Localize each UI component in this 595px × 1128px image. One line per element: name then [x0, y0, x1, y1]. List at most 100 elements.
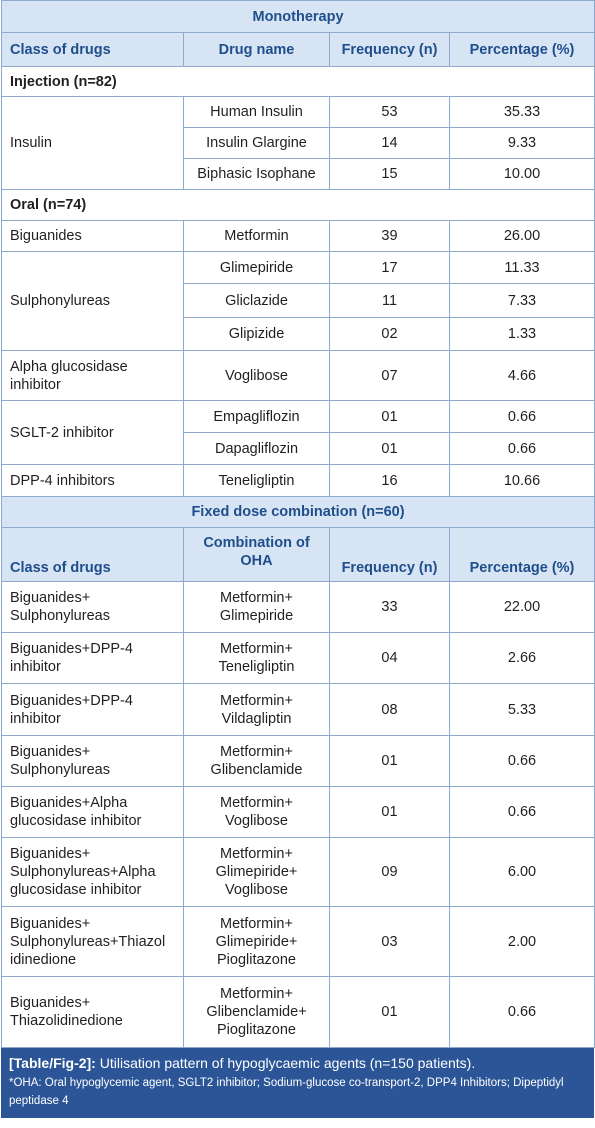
frequency-cell: 11: [329, 283, 450, 318]
class-line: idinedione: [10, 951, 77, 968]
class-line: Biguanides+DPP-4: [10, 692, 133, 709]
col-header-percentage: Percentage (%): [448, 527, 595, 582]
frequency-cell: 01: [329, 432, 450, 465]
col-header-frequency: Frequency (n): [329, 32, 450, 67]
table-row: Biphasic Isophane 15 10.00: [2, 158, 595, 190]
drug-cell: Human Insulin: [183, 96, 330, 128]
frequency-cell: 53: [329, 96, 450, 128]
class-cell: Insulin: [1, 96, 184, 190]
frequency-cell: 14: [329, 127, 450, 159]
percentage-cell: 6.00: [448, 837, 595, 907]
combination-line: Glimepiride+: [215, 864, 298, 880]
combination-line: Pioglitazone: [217, 951, 296, 968]
col-header-combination: Combination of OHA: [183, 527, 330, 582]
table-row: SGLT-2 inhibitor Empagliflozin 01 0.66: [1, 400, 595, 465]
table-row: Biguanides+ Sulphonylureas+Thiazol idinedi…: [1, 906, 595, 977]
percentage-cell: 0.66: [448, 976, 595, 1048]
class-line: Sulphonylureas: [10, 762, 110, 778]
percentage-cell: 11.33: [448, 251, 595, 284]
combination-cell: Metformin+ Glimepiride: [183, 581, 330, 633]
combination-line: Voglibose: [225, 813, 288, 829]
col-header-class: Class of drugs: [1, 527, 184, 582]
table-row: Biguanides+DPP-4 inhibitor Metformin+ Vild…: [1, 683, 595, 736]
drug-cell: Biphasic Isophane: [183, 158, 330, 190]
drug-cell: Teneligliptin: [183, 464, 330, 497]
percentage-cell: 7.33: [448, 283, 595, 318]
class-cell: Biguanides+ Sulphonylureas+Alpha glucosida…: [1, 837, 184, 907]
frequency-cell: 39: [329, 220, 450, 252]
fdc-title: Fixed dose combination (n=60): [0, 496, 595, 528]
class-cell: Alpha glucosidase inhibitor: [1, 350, 184, 401]
percentage-cell: 22.00: [448, 581, 595, 633]
drug-cell: Voglibose: [183, 350, 330, 401]
class-cell: Biguanides+DPP-4 inhibitor: [1, 632, 184, 684]
class-line: Biguanides+: [10, 846, 91, 862]
table-row: Alpha glucosidase inhibitor Voglibose 07 …: [1, 350, 595, 401]
percentage-cell: 2.66: [448, 632, 595, 684]
combination-cell: Metformin+ Voglibose: [183, 786, 330, 838]
caption-footnote: *OHA: Oral hypoglycemic agent, SGLT2 inh…: [9, 1077, 564, 1107]
combination-line: Glibenclamide: [210, 762, 303, 778]
class-line: inhibitor: [10, 710, 61, 727]
combination-line: Teneligliptin: [218, 659, 295, 675]
combination-line: Glimepiride+: [215, 933, 298, 950]
table-row: Biguanides+Alpha glucosidase inhibitor Me…: [1, 786, 595, 838]
class-line: Biguanides+: [10, 744, 91, 760]
class-cell: Biguanides+ Thiazolidinedione: [1, 976, 184, 1048]
caption-label: [Table/Fig-2]:: [9, 1055, 96, 1071]
caption-main: [Table/Fig-2]: Utilisation pattern of hy…: [9, 1054, 586, 1072]
percentage-cell: 5.33: [448, 683, 595, 736]
percentage-cell: 10.00: [448, 158, 595, 190]
frequency-cell: 02: [329, 317, 450, 351]
combination-cell: Metformin+ Vildagliptin: [183, 683, 330, 736]
class-line: inhibitor: [10, 376, 61, 393]
frequency-cell: 08: [329, 683, 450, 736]
class-cell: Biguanides+ Sulphonylureas: [1, 581, 184, 633]
percentage-cell: 10.66: [448, 464, 595, 497]
table-row: Gliclazide 11 7.33: [2, 283, 595, 318]
frequency-cell: 01: [329, 786, 450, 838]
table-row: Biguanides+ Sulphonylureas Metformin+ Glib…: [1, 735, 595, 787]
drug-cell: Gliclazide: [183, 283, 330, 318]
class-line: glucosidase inhibitor: [10, 813, 142, 829]
combination-line: Vildagliptin: [221, 710, 292, 727]
combination-line: Metformin+: [220, 795, 293, 811]
combination-line: Metformin+: [220, 692, 293, 709]
class-cell: Biguanides+Alpha glucosidase inhibitor: [1, 786, 184, 838]
class-cell: Biguanides+ Sulphonylureas+Thiazol idinedi…: [1, 906, 184, 977]
class-cell: Sulphonylureas: [1, 251, 184, 351]
table-row: Biguanides+ Sulphonylureas+Alpha glucosida…: [1, 837, 595, 907]
percentage-cell: 0.66: [448, 786, 595, 838]
class-line: Thiazolidinedione: [10, 1013, 123, 1029]
col-header-frequency: Frequency (n): [329, 527, 450, 582]
table-row: Biguanides+ Sulphonylureas Metformin+ Glim…: [1, 581, 595, 633]
combination-cell: Metformin+ Glibenclamide+ Pioglitazone: [183, 976, 330, 1048]
combination-line: Pioglitazone: [217, 1022, 296, 1038]
combination-line: Metformin+: [220, 590, 293, 606]
frequency-cell: 01: [329, 400, 450, 433]
class-line: Biguanides+: [10, 995, 91, 1011]
combination-line: Metformin+: [220, 641, 293, 657]
drug-cell: Empagliflozin: [183, 400, 330, 433]
percentage-cell: 9.33: [448, 127, 595, 159]
combination-line: Metformin+: [220, 915, 293, 932]
class-line: Biguanides+: [10, 590, 91, 606]
frequency-cell: 03: [329, 906, 450, 977]
class-cell: Biguanides: [1, 220, 184, 252]
combination-line: Voglibose: [225, 882, 288, 898]
drug-utilisation-table: Monotherapy Class of drugs Drug name Fre…: [0, 0, 595, 1048]
frequency-cell: 33: [329, 581, 450, 633]
table-row: Glipizide 02 1.33: [2, 317, 595, 351]
percentage-cell: 4.66: [448, 350, 595, 401]
class-line: Sulphonylureas+Alpha: [10, 864, 156, 880]
frequency-cell: 09: [329, 837, 450, 907]
drug-cell: Glimepiride: [183, 251, 330, 284]
table-row: DPP-4 inhibitors Teneligliptin 16 10.66: [1, 464, 595, 497]
monotherapy-title: Monotherapy: [0, 0, 595, 33]
table-row: Insulin Glargine 14 9.33: [2, 127, 595, 159]
drug-cell: Insulin Glargine: [183, 127, 330, 159]
combination-line: Metformin+: [220, 744, 293, 760]
col-header-drug: Drug name: [183, 32, 330, 67]
frequency-cell: 16: [329, 464, 450, 497]
table-row: Dapagliflozin 01 0.66: [2, 432, 595, 465]
